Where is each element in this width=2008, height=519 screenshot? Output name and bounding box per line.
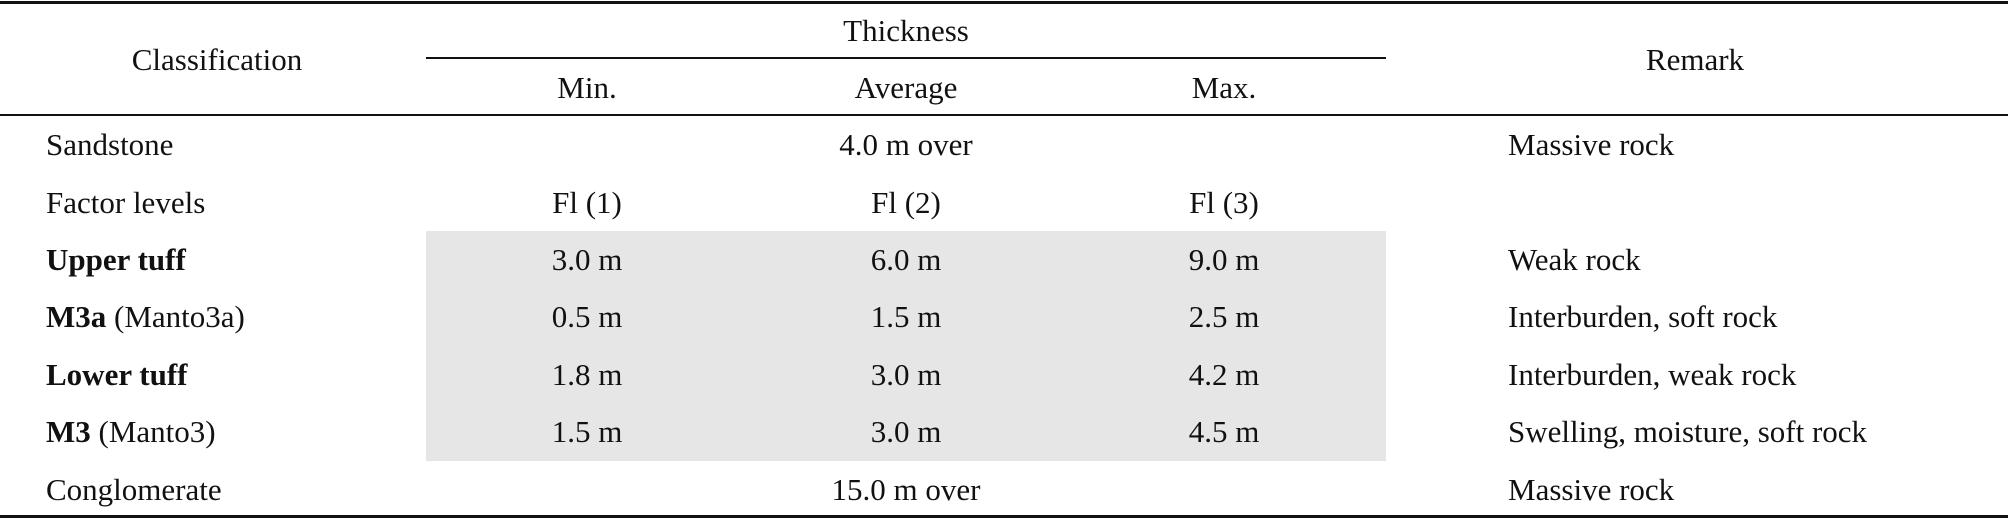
row-span-conglomerate: 15.0 m over <box>831 472 981 507</box>
thickness-group-rule <box>426 57 1386 59</box>
row-max-factor-levels: Fl (3) <box>1189 185 1259 220</box>
row-remark-m3a: Interburden, soft rock <box>1508 299 1778 334</box>
row-label-upper-tuff: Upper tuff <box>46 243 186 277</box>
row-min-m3a: 0.5 m <box>551 299 623 334</box>
row-max-m3: 4.5 m <box>1188 414 1260 449</box>
row-avg-lower-tuff: 3.0 m <box>870 357 942 392</box>
row-label-rest: (Manto3) <box>90 414 216 449</box>
header-max: Max. <box>1191 70 1257 105</box>
header-classification: Classification <box>131 42 303 77</box>
row-remark-lower-tuff: Interburden, weak rock <box>1508 357 1797 392</box>
header-remark: Remark <box>1645 42 1745 77</box>
row-label-bold: Upper tuff <box>46 242 186 277</box>
top-rule <box>0 1 2008 4</box>
row-remark-sandstone: Massive rock <box>1508 127 1675 162</box>
header-average: Average <box>854 70 958 105</box>
header-min: Min. <box>557 70 617 105</box>
row-min-upper-tuff: 3.0 m <box>551 242 623 277</box>
row-max-upper-tuff: 9.0 m <box>1188 242 1260 277</box>
row-label-lower-tuff: Lower tuff <box>46 358 187 392</box>
row-max-m3a: 2.5 m <box>1188 299 1260 334</box>
row-avg-upper-tuff: 6.0 m <box>870 242 942 277</box>
row-min-factor-levels: Fl (1) <box>552 185 622 220</box>
row-avg-m3a: 1.5 m <box>870 299 942 334</box>
row-avg-m3: 3.0 m <box>870 414 942 449</box>
row-label-m3: M3 (Manto3) <box>46 415 216 449</box>
highlighted-block <box>426 231 1386 461</box>
row-max-lower-tuff: 4.2 m <box>1188 357 1260 392</box>
header-rule <box>0 114 2008 116</box>
row-label-bold: M3a <box>46 299 107 334</box>
row-avg-factor-levels: Fl (2) <box>871 185 941 220</box>
row-label-bold: M3 <box>46 414 91 449</box>
row-remark-conglomerate: Massive rock <box>1508 472 1675 507</box>
row-label-conglomerate: Conglomerate <box>46 472 222 507</box>
row-remark-m3: Swelling, moisture, soft rock <box>1508 414 1868 449</box>
row-min-lower-tuff: 1.8 m <box>551 357 623 392</box>
row-remark-upper-tuff: Weak rock <box>1508 242 1641 277</box>
row-label-factor-levels: Factor levels <box>46 185 206 220</box>
header-thickness: Thickness <box>843 13 969 48</box>
row-label-rest: (Manto3a) <box>106 299 245 334</box>
row-span-sandstone: 4.0 m over <box>839 127 973 162</box>
row-label-bold: Lower tuff <box>46 357 188 392</box>
row-label-m3a: M3a (Manto3a) <box>46 300 245 334</box>
bottom-rule <box>0 515 2008 518</box>
row-min-m3: 1.5 m <box>551 414 623 449</box>
row-label-sandstone: Sandstone <box>46 127 174 162</box>
